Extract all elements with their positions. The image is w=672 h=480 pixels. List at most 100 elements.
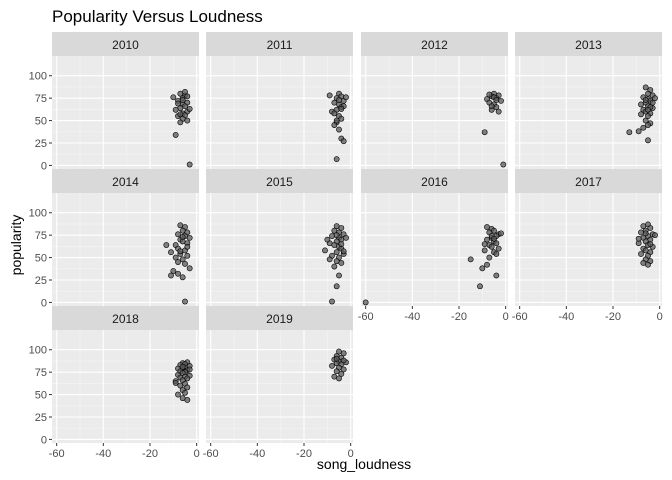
data-point	[638, 251, 644, 257]
data-point	[652, 232, 658, 239]
y-tick-label: 0	[41, 297, 47, 309]
facet-strip	[361, 32, 508, 56]
facet-panel-2010: 2010 0 25 50 75 100	[29, 32, 199, 172]
data-point	[186, 265, 193, 272]
data-point	[175, 100, 181, 107]
data-point	[340, 248, 347, 255]
y-tick-label: 100	[29, 345, 47, 357]
facet-strip	[52, 169, 199, 193]
data-point	[179, 363, 186, 370]
data-point	[340, 366, 347, 373]
y-tick-label: 25	[35, 412, 47, 424]
facet-strip	[52, 32, 199, 56]
data-point	[642, 230, 649, 237]
data-point	[186, 161, 193, 168]
data-point	[322, 247, 328, 254]
data-point	[479, 265, 486, 272]
data-point	[172, 106, 179, 113]
data-point	[186, 234, 193, 241]
data-point	[340, 357, 347, 364]
y-tick-label: 100	[29, 71, 47, 83]
data-point	[477, 283, 483, 290]
data-point	[336, 126, 342, 133]
data-point	[645, 261, 651, 268]
x-tick-label: -40	[95, 448, 111, 460]
data-point	[163, 242, 170, 248]
panel-background	[361, 56, 508, 169]
facet-panel-2012: 2012	[361, 32, 508, 169]
data-point	[649, 99, 656, 106]
data-point	[175, 259, 181, 265]
data-point	[326, 92, 333, 99]
data-point	[495, 108, 502, 115]
data-point	[647, 241, 654, 248]
data-point	[179, 234, 186, 240]
data-point	[488, 243, 495, 250]
data-point	[333, 368, 340, 375]
x-tick-label: 0	[503, 311, 509, 323]
data-point	[333, 283, 340, 290]
x-tick-label: -20	[296, 448, 312, 460]
data-point	[329, 362, 335, 369]
data-point	[340, 350, 347, 357]
data-point	[184, 384, 191, 391]
data-point	[179, 256, 186, 263]
data-point	[184, 243, 191, 250]
data-point	[326, 256, 333, 263]
x-tick-label: 0	[657, 311, 663, 323]
facet-panel-2017: 2017 -60 -40 -20 0	[512, 169, 663, 323]
data-point	[338, 371, 345, 377]
data-point	[177, 248, 184, 255]
data-point	[642, 84, 649, 91]
data-point	[647, 225, 654, 231]
data-point	[333, 232, 340, 239]
data-point	[168, 272, 174, 279]
facet-strip	[361, 169, 508, 193]
panel-background	[52, 193, 199, 306]
x-tick-label: -20	[451, 311, 467, 323]
data-point	[184, 397, 191, 403]
data-point	[182, 389, 188, 396]
panel-background	[52, 330, 199, 443]
data-point	[481, 241, 488, 248]
data-point	[186, 366, 193, 373]
data-point	[170, 94, 177, 101]
data-point	[168, 249, 174, 256]
x-tick-label: 0	[194, 448, 200, 460]
data-point	[324, 236, 331, 243]
facet-panel-2019: 2019 -60 -40 -20 0	[203, 306, 354, 460]
x-tick-label: -40	[404, 311, 420, 323]
data-point	[638, 229, 644, 236]
data-point	[645, 137, 651, 144]
facet-strip-label: 2015	[266, 175, 293, 189]
data-point	[493, 272, 500, 279]
y-tick-label: 25	[35, 138, 47, 150]
facet-strip-label: 2018	[112, 312, 139, 326]
data-point	[635, 235, 642, 242]
data-point	[333, 117, 340, 124]
facet-strip-label: 2017	[575, 175, 602, 189]
data-point	[493, 240, 500, 247]
data-point	[182, 88, 188, 95]
x-axis-title: song_loudness	[317, 456, 411, 472]
data-point	[177, 382, 184, 389]
data-point	[652, 95, 658, 102]
data-point	[338, 225, 345, 231]
facet-strip-label: 2010	[112, 38, 139, 52]
data-point	[498, 230, 504, 237]
data-point	[179, 97, 186, 103]
data-point	[179, 274, 186, 281]
data-point	[336, 272, 342, 279]
data-point	[338, 260, 345, 266]
facet-panel-2011: 2011	[206, 32, 353, 169]
facet-strip-label: 2011	[267, 38, 293, 52]
data-point	[495, 245, 502, 252]
y-axis-title: popularity	[8, 215, 24, 276]
facet-strip-label: 2016	[421, 175, 448, 189]
data-point	[184, 117, 191, 124]
x-tick-label: 0	[348, 448, 354, 460]
data-point	[640, 124, 647, 131]
facet-strip	[206, 306, 353, 330]
facet-strip-label: 2013	[575, 38, 602, 52]
